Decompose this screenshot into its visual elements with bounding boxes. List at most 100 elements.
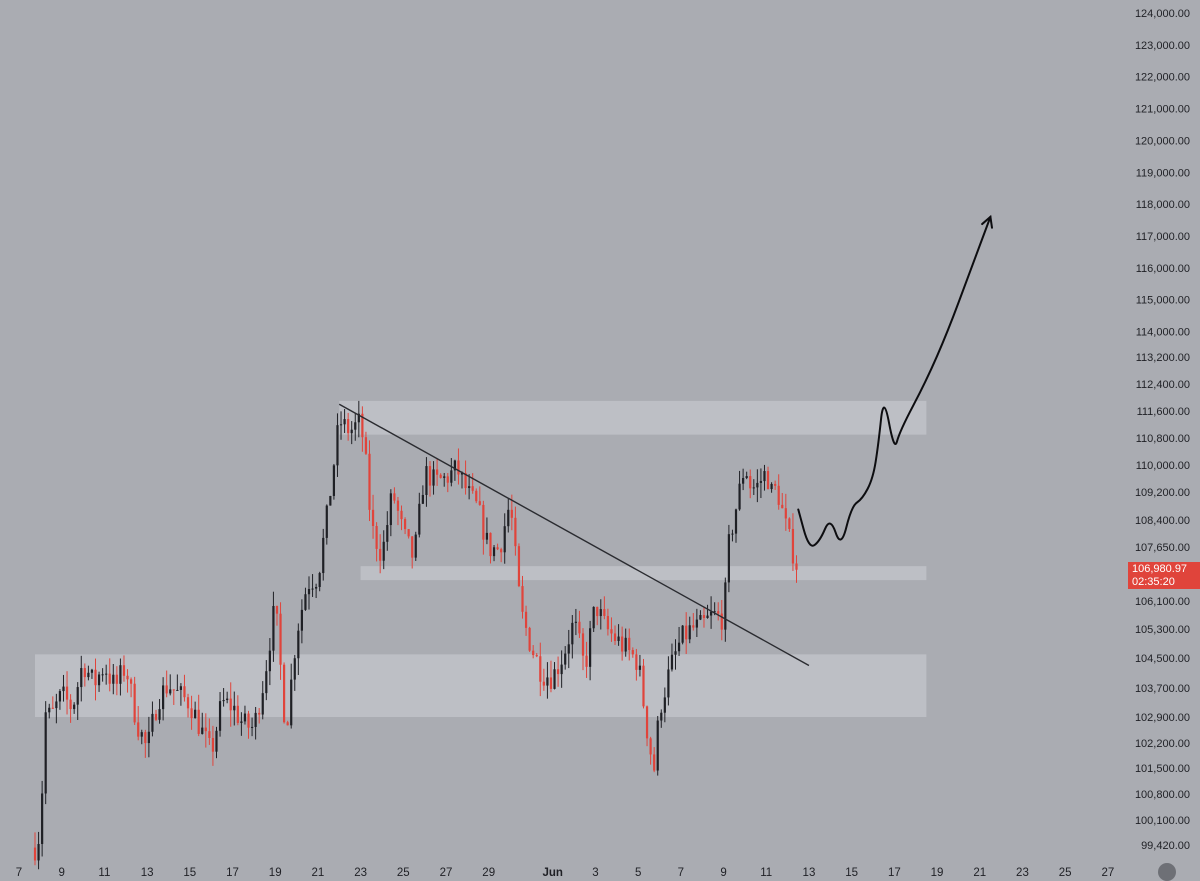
- y-tick-label: 99,420.00: [1141, 840, 1190, 852]
- candle-up: [756, 482, 759, 488]
- candle-down: [514, 517, 517, 547]
- candle-down: [33, 847, 37, 861]
- candle-up: [243, 713, 247, 722]
- x-tick-label: 23: [1016, 867, 1029, 879]
- y-tick-label: 124,000.00: [1135, 8, 1190, 20]
- candle-up: [218, 701, 222, 731]
- candle-up: [315, 586, 318, 589]
- candle-down: [581, 633, 585, 656]
- y-tick-label: 117,000.00: [1136, 231, 1190, 243]
- candle-up: [304, 594, 307, 610]
- resistance-zone: [339, 400, 927, 435]
- y-tick-label: 123,000.00: [1135, 40, 1190, 52]
- candle-up: [290, 679, 293, 726]
- x-tick-label: 25: [1059, 867, 1072, 879]
- candle-down: [204, 727, 207, 732]
- x-tick-label: 17: [888, 867, 901, 879]
- candle-down: [83, 668, 86, 678]
- candle-up: [158, 709, 161, 720]
- candle-down: [482, 504, 485, 540]
- candle-up: [567, 644, 570, 654]
- candle-up: [745, 476, 748, 479]
- x-tick-label: 21: [312, 867, 325, 879]
- candle-up: [80, 668, 83, 688]
- candle-up: [724, 582, 727, 630]
- candle-up: [44, 712, 47, 794]
- candle-up: [450, 470, 453, 483]
- candle-up: [318, 573, 321, 587]
- candle-up: [421, 494, 424, 504]
- candle-down: [517, 546, 521, 587]
- y-tick-label: 100,800.00: [1135, 789, 1190, 801]
- candle-down: [556, 669, 560, 675]
- candle-up: [325, 505, 328, 538]
- candle-down: [795, 563, 798, 570]
- candle-down: [347, 419, 350, 434]
- y-tick-label: 119,000.00: [1136, 167, 1190, 179]
- candle-down: [631, 650, 634, 655]
- y-tick-label: 112,400.00: [1136, 379, 1190, 391]
- candle-down: [396, 500, 400, 511]
- candle-down: [275, 605, 279, 614]
- candle-down: [464, 472, 467, 489]
- countdown-label: 02:35:20: [1132, 576, 1175, 588]
- candle-up: [268, 650, 271, 672]
- y-tick-label: 113,200.00: [1136, 352, 1190, 364]
- x-tick-label: 21: [973, 867, 986, 879]
- y-tick-label: 111,600.00: [1137, 406, 1190, 418]
- candle-down: [375, 526, 378, 549]
- y-tick-label: 102,200.00: [1135, 738, 1190, 750]
- candle-down: [172, 689, 175, 691]
- candle-up: [742, 478, 745, 484]
- candle-down: [766, 471, 770, 490]
- x-tick-label: 27: [440, 867, 453, 879]
- candle-down: [613, 633, 617, 642]
- chart-settings-button[interactable]: [1158, 863, 1176, 881]
- candle-down: [628, 637, 631, 651]
- y-tick-label: 122,000.00: [1135, 72, 1190, 84]
- candle-down: [190, 708, 193, 719]
- candle-down: [279, 613, 282, 665]
- candle-up: [322, 537, 325, 574]
- candle-down: [475, 490, 478, 502]
- x-tick-label: 13: [141, 867, 154, 879]
- y-tick-label: 106,100.00: [1135, 596, 1190, 608]
- candle-up: [546, 677, 549, 686]
- candle-up: [272, 605, 275, 651]
- x-tick-label: 23: [354, 867, 367, 879]
- x-tick-label: 9: [58, 867, 64, 879]
- candle-up: [215, 730, 218, 752]
- y-tick-label: 110,000.00: [1136, 460, 1190, 472]
- candle-up: [553, 669, 556, 689]
- candle-up: [425, 466, 428, 495]
- y-tick-label: 104,500.00: [1135, 653, 1190, 665]
- candle-up: [240, 721, 243, 723]
- candle-up: [453, 460, 456, 471]
- y-tick-label: 101,500.00: [1135, 763, 1190, 775]
- candle-down: [51, 707, 54, 709]
- candle-up: [105, 673, 108, 675]
- candle-up: [101, 674, 104, 676]
- y-tick-label: 105,300.00: [1135, 624, 1190, 636]
- candle-up: [307, 589, 311, 595]
- candle-down: [436, 469, 439, 475]
- candle-up: [48, 707, 51, 713]
- candle-down: [717, 611, 720, 614]
- candle-up: [343, 419, 346, 425]
- candle-down: [489, 532, 492, 557]
- x-tick-label: Jun: [543, 867, 563, 879]
- candle-down: [720, 613, 723, 630]
- candle-down: [510, 509, 513, 518]
- candle-up: [727, 534, 730, 583]
- candle-up: [663, 697, 666, 713]
- candle-down: [478, 501, 481, 505]
- candle-up: [485, 532, 489, 540]
- candle-up: [770, 483, 773, 490]
- current-price-tag: 106,980.97 02:35:20: [1128, 562, 1200, 589]
- candle-down: [137, 722, 140, 737]
- candle-down: [126, 675, 129, 680]
- y-tick-label: 109,200.00: [1135, 487, 1190, 499]
- candle-down: [521, 586, 524, 612]
